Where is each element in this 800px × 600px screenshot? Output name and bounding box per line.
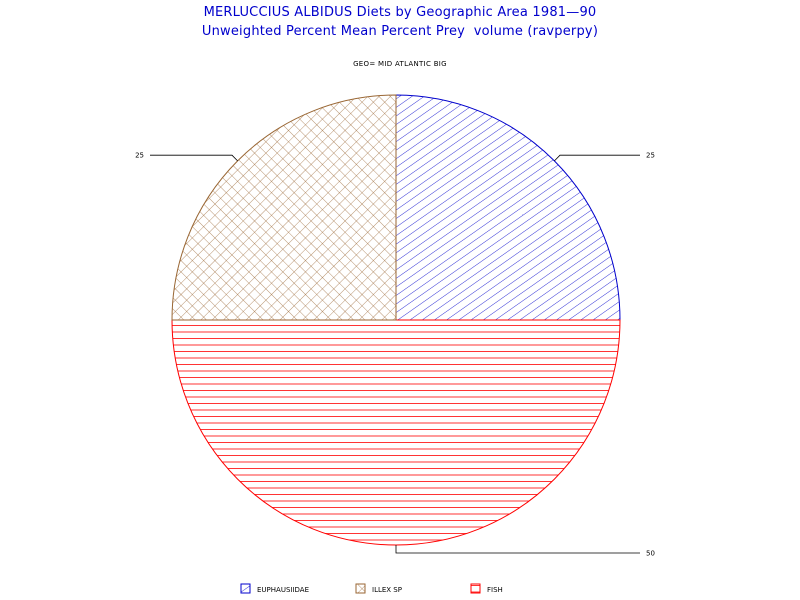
- legend-swatch-fish: [470, 583, 481, 594]
- leader-line-illex-sp: [150, 154, 238, 162]
- legend-label-illex-sp: ILLEX SP: [372, 586, 402, 594]
- pie-slice-fish: [171, 319, 621, 546]
- leader-line-euphausiidae: [554, 154, 640, 162]
- chart-subtitle: Unweighted Percent Mean Percent Prey vol…: [201, 24, 599, 39]
- legend-label-euphausiidae: EUPHAUSIIDAE: [257, 586, 309, 594]
- slice-value-label-illex-sp: 25: [135, 152, 144, 160]
- legend-label-fish: FISH: [487, 586, 503, 594]
- slice-value-label-fish: 50: [646, 550, 655, 558]
- group-label: GEO= MID ATLANTIC BIG: [353, 60, 447, 68]
- legend-swatch-illex-sp: [355, 583, 366, 594]
- legend-swatch-euphausiidae: [240, 583, 251, 594]
- chart-title: MERLUCCIUS ALBIDUS Diets by Geographic A…: [203, 5, 597, 20]
- pie-slice-euphausiidae: [395, 94, 621, 321]
- slice-value-label-euphausiidae: 25: [646, 152, 655, 160]
- leader-line-fish: [395, 545, 640, 554]
- pie-slice-illex-sp: [171, 94, 397, 321]
